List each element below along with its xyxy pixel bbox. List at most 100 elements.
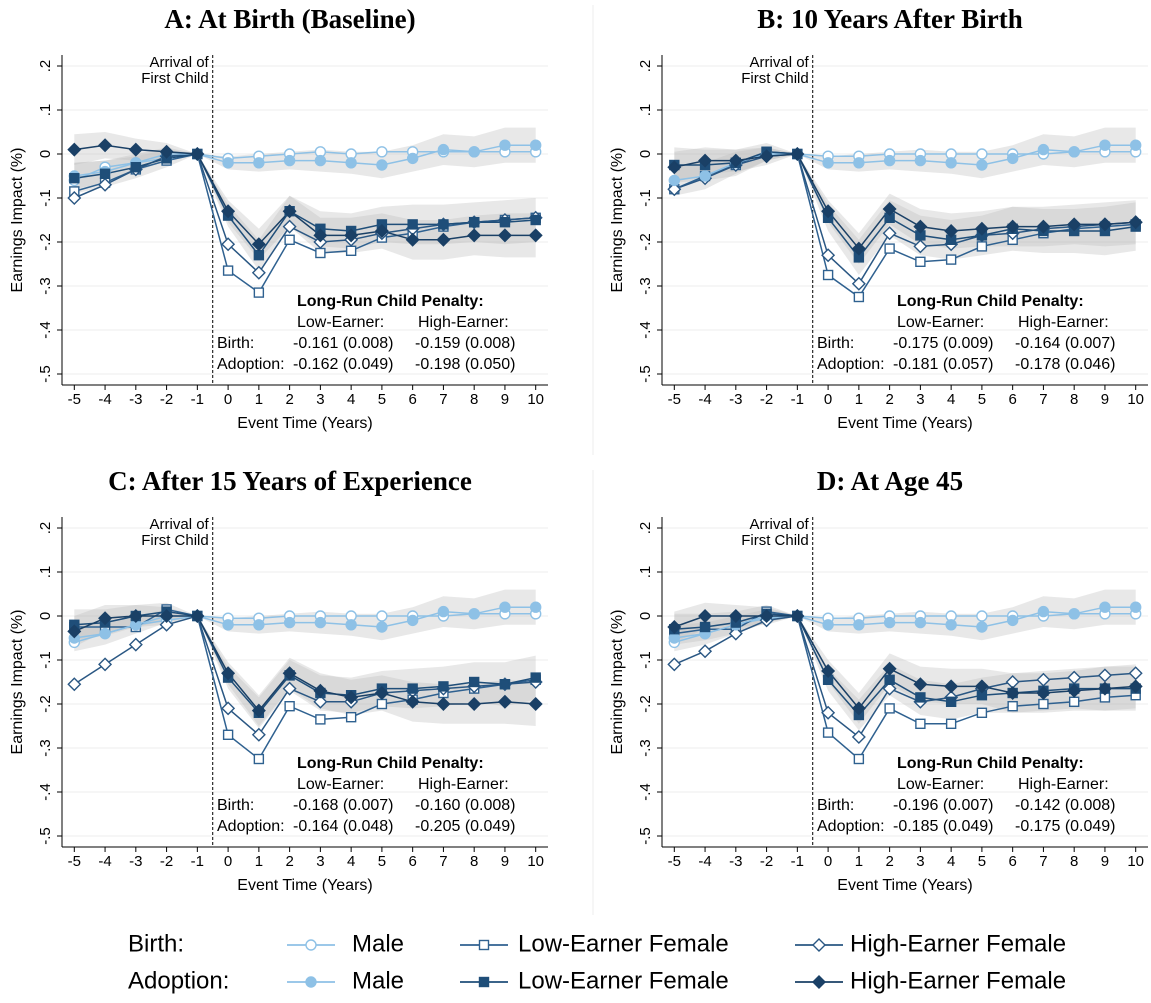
data-point: [344, 228, 359, 243]
data-point: [1129, 139, 1142, 151]
penalty-title: Long-Run Child Penalty:: [897, 293, 1084, 310]
data-point: [314, 154, 327, 167]
y-tick-label: -.2: [637, 695, 654, 713]
y-tick-label: -.1: [37, 189, 54, 207]
data-point: [67, 191, 82, 205]
data-point: [945, 696, 957, 707]
data-point: [253, 287, 265, 298]
x-tick-label: 5: [978, 391, 986, 408]
data-point: [667, 160, 682, 175]
data-point: [1099, 139, 1111, 151]
penalty-value: -0.185 (0.049): [893, 818, 994, 835]
data-point: [128, 609, 143, 623]
data-point: [530, 672, 541, 683]
data-point: [914, 616, 927, 629]
x-tick-label: 8: [470, 853, 478, 870]
data-point: [1129, 601, 1142, 613]
data-point: [499, 679, 511, 690]
series-line: [74, 610, 536, 714]
data-point: [1067, 217, 1082, 232]
x-tick-label: 8: [1070, 391, 1078, 408]
data-point: [436, 697, 451, 711]
penalty-title: Long-Run Child Penalty:: [297, 293, 484, 310]
x-tick-label: 7: [1039, 391, 1047, 408]
data-point: [253, 753, 265, 765]
data-point: [253, 157, 265, 169]
event-annotation: Arrival of: [750, 516, 810, 533]
x-tick-label: 10: [1127, 853, 1144, 870]
data-point: [853, 753, 865, 765]
data-point: [99, 627, 111, 640]
x-axis-label: Event Time (Years): [837, 877, 972, 894]
data-point: [976, 621, 988, 633]
data-point: [284, 234, 295, 246]
legend-marker: [305, 939, 317, 951]
data-point: [251, 703, 266, 718]
x-tick-label: 8: [470, 391, 478, 408]
x-tick-label: -5: [68, 391, 81, 408]
data-point: [1005, 219, 1020, 234]
data-point: [159, 144, 174, 159]
x-tick-label: 9: [1101, 391, 1109, 408]
panel-title: A: At Birth (Baseline): [164, 4, 415, 34]
data-point: [313, 694, 328, 709]
data-point: [698, 609, 713, 623]
x-tick-label: 2: [285, 853, 293, 870]
y-tick-label: -.1: [637, 189, 654, 207]
y-tick-label: -.5: [637, 827, 654, 845]
x-tick-label: 0: [824, 391, 832, 408]
data-point: [668, 632, 681, 644]
y-tick-label: .2: [637, 60, 654, 73]
data-point: [128, 142, 143, 157]
data-point: [913, 239, 928, 254]
confidence-band: [674, 143, 1136, 275]
penalty-column: Low-Earner:: [297, 314, 384, 331]
data-point: [1097, 681, 1112, 696]
x-axis-label: Event Time (Years): [237, 877, 372, 894]
data-point: [528, 228, 543, 243]
data-point: [499, 139, 511, 151]
confidence-band: [74, 605, 536, 726]
data-point: [667, 620, 682, 634]
x-tick-label: -1: [791, 853, 804, 870]
data-point: [190, 609, 205, 623]
data-point: [67, 624, 82, 639]
data-point: [222, 157, 234, 169]
x-tick-label: 5: [378, 853, 386, 870]
data-point: [282, 666, 297, 681]
y-tick-label: -.5: [37, 827, 54, 845]
data-point: [1128, 666, 1143, 681]
data-point: [699, 621, 711, 633]
data-point: [945, 254, 957, 265]
data-point: [313, 683, 328, 698]
series-line: [74, 606, 536, 639]
data-point: [1038, 698, 1049, 710]
penalty-row-label: Birth:: [217, 797, 254, 814]
x-tick-label: -3: [129, 391, 142, 408]
event-annotation: First Child: [141, 532, 209, 549]
x-tick-label: 1: [855, 853, 863, 870]
data-point: [69, 172, 80, 184]
penalty-column: Low-Earner:: [297, 776, 384, 793]
data-point: [851, 701, 866, 716]
legend-label: Male: [352, 967, 404, 994]
event-annotation: Arrival of: [150, 54, 210, 71]
x-tick-label: 0: [224, 853, 232, 870]
x-tick-label: 1: [855, 391, 863, 408]
data-point: [437, 143, 450, 156]
series-line: [674, 613, 1136, 717]
x-tick-label: -2: [160, 391, 173, 408]
confidence-band: [74, 602, 536, 729]
x-tick-label: 5: [378, 391, 386, 408]
data-point: [497, 694, 512, 709]
y-tick-label: -.2: [37, 233, 54, 251]
data-point: [882, 661, 897, 676]
data-point: [67, 677, 82, 692]
penalty-title: Long-Run Child Penalty:: [897, 755, 1084, 772]
data-point: [1006, 152, 1019, 165]
x-tick-label: -3: [129, 853, 142, 870]
data-point: [851, 241, 866, 256]
legend-marker: [812, 975, 826, 989]
data-point: [344, 690, 359, 705]
y-tick-label: -.1: [37, 651, 54, 669]
